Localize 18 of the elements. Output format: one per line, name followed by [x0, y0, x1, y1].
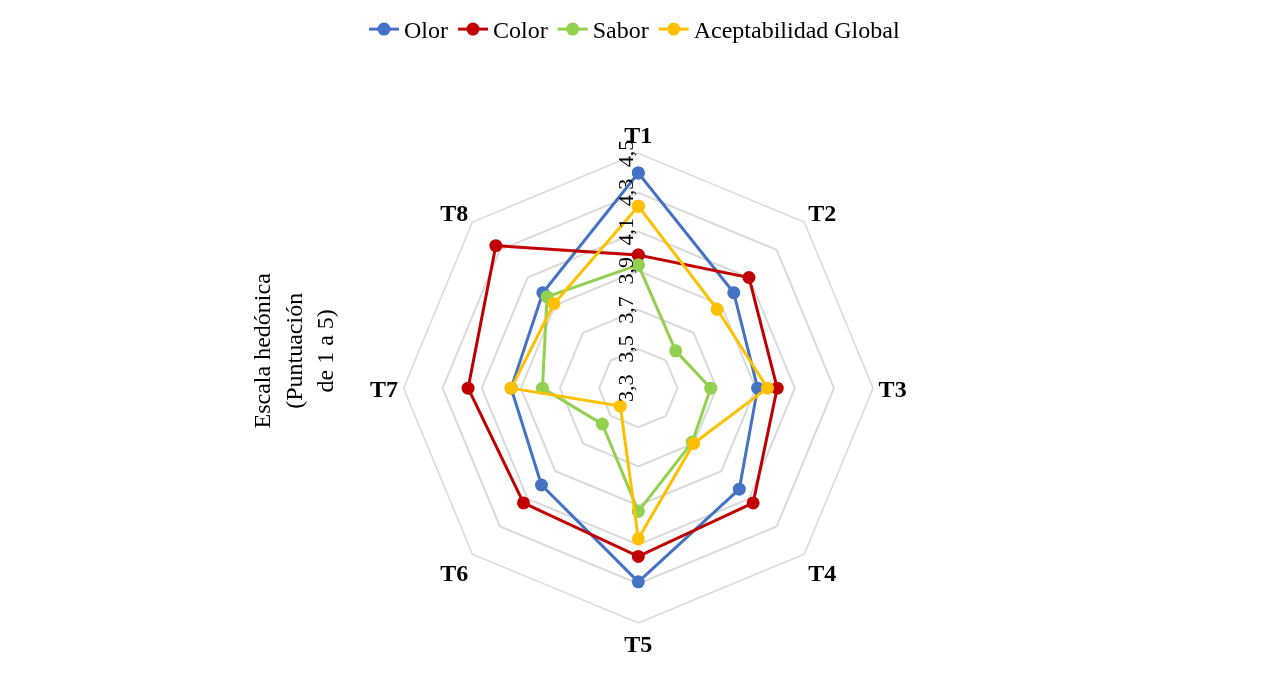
legend-label: Aceptabilidad Global [693, 17, 900, 44]
y-tick-label: 3,9 [613, 257, 639, 285]
y-tick-label: 4,3 [613, 178, 639, 207]
spoke-label: T5 [624, 631, 653, 658]
legend-label: Olor [404, 17, 448, 44]
legend-label: Sabor [592, 17, 649, 44]
y-tick-label: 3,5 [613, 335, 639, 363]
spoke-label: T8 [440, 199, 469, 226]
spoke-label: T7 [369, 375, 398, 402]
y-tick-label: 3,7 [613, 296, 639, 324]
spoke-label: T3 [878, 375, 907, 402]
spoke-label: T4 [808, 559, 837, 586]
y-tick-label: 3,3 [613, 374, 639, 402]
y-tick-label: 4,1 [613, 217, 639, 246]
legend-label: Color [493, 17, 548, 44]
spoke-label: T6 [440, 559, 469, 586]
text: Escala hedónica (Puntuación de 1 a 5) [249, 272, 338, 429]
spoke-label: T2 [808, 199, 837, 226]
